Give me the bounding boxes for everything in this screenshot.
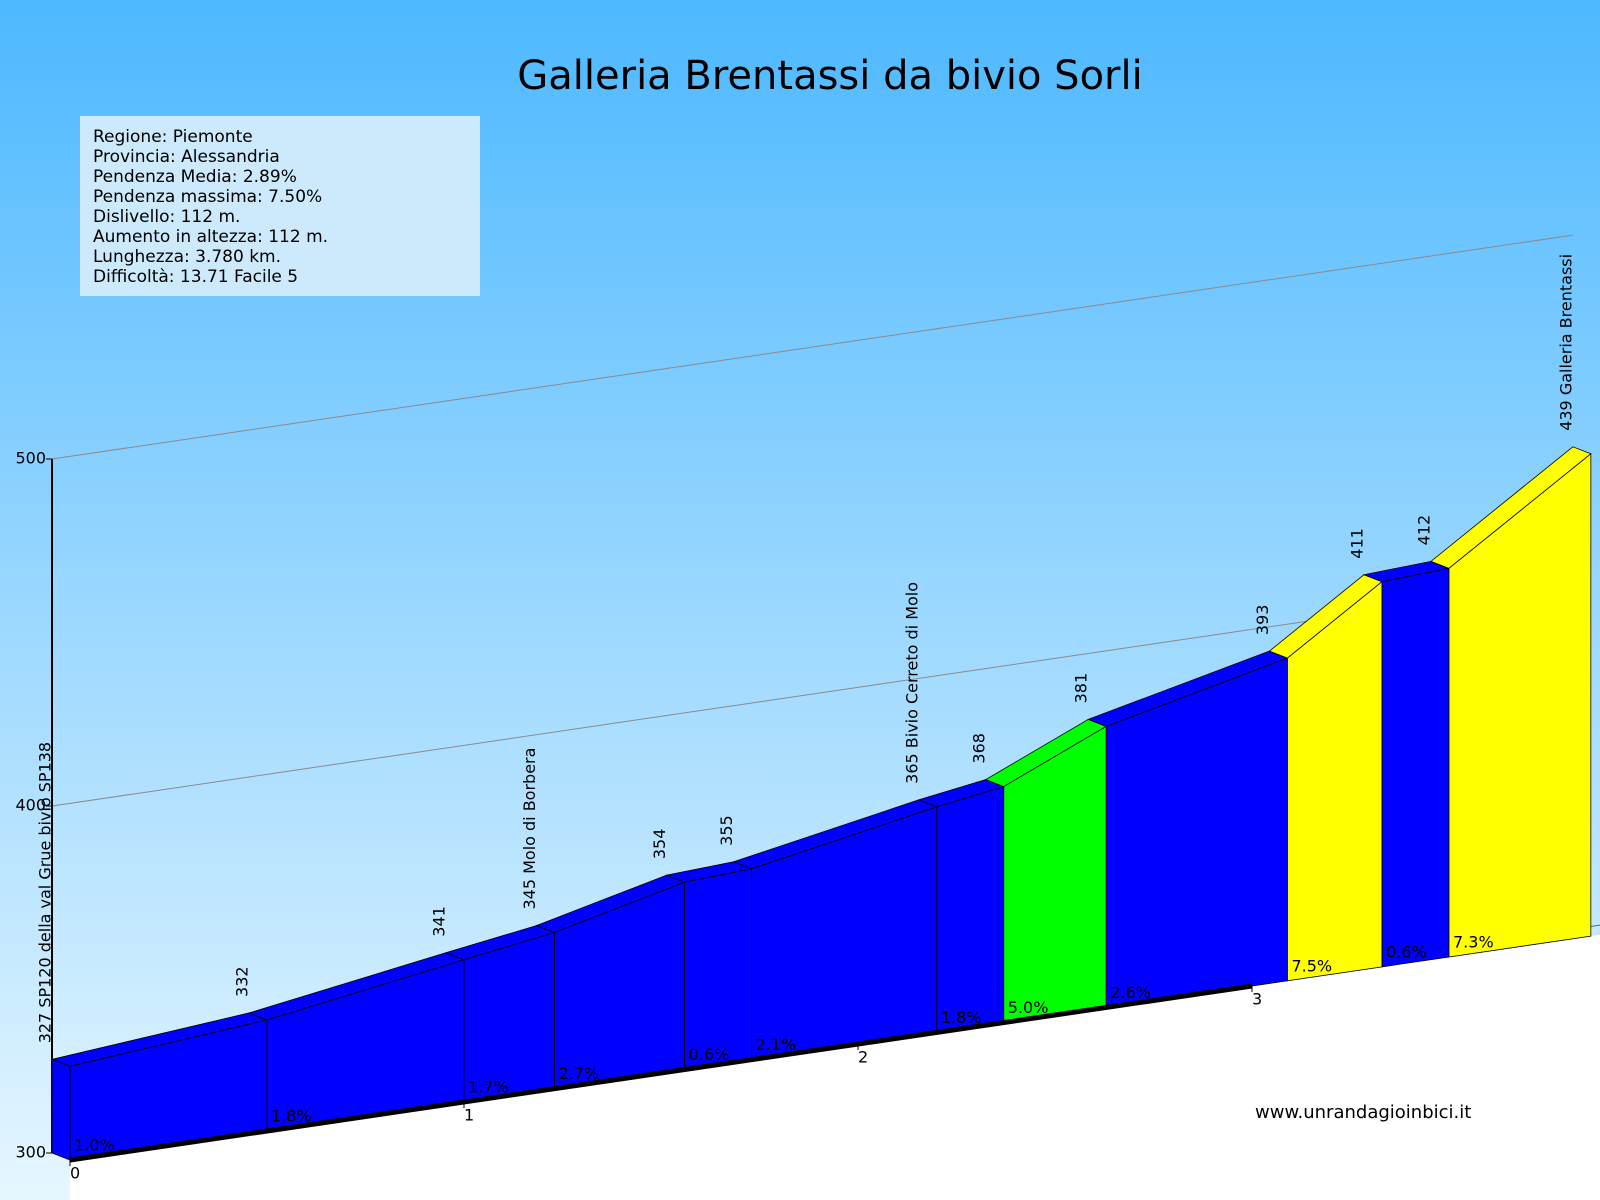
segment-face (684, 868, 753, 1070)
gradient-label: 1.8% (271, 1107, 312, 1126)
y-tick-label: 500 (15, 449, 46, 468)
point-label: 341 (430, 906, 449, 937)
y-tick-label: 300 (15, 1143, 46, 1162)
gradient-label: 2.1% (756, 1035, 797, 1054)
segment-face (1448, 452, 1592, 958)
x-tick-label: 3 (1252, 990, 1262, 1009)
gradient-label: 0.6% (1386, 942, 1427, 961)
gradient-label: 1.7% (468, 1078, 509, 1097)
source: www.unrandagioinbici.it (1255, 1102, 1471, 1123)
point-label: 412 (1415, 515, 1434, 546)
gradient-label: 0.6% (689, 1045, 730, 1064)
gradient-label: 5.0% (1008, 998, 1049, 1017)
point-label: 355 (717, 815, 736, 846)
info-line: Aumento in altezza: 112 m. (93, 227, 328, 247)
info-line: Lunghezza: 3.780 km. (93, 247, 281, 267)
x-tick-label: 2 (858, 1048, 868, 1067)
info-line: Dislivello: 112 m. (93, 207, 240, 227)
km-axis (69, 983, 1253, 1163)
point-label: 411 (1348, 528, 1367, 559)
segment-face (936, 786, 1005, 1033)
x-tick-label: 0 (70, 1164, 80, 1183)
point-label: 354 (650, 829, 669, 860)
point-label: 381 (1072, 673, 1091, 704)
gradient-label: 1.8% (941, 1008, 982, 1027)
info-line: Provincia: Alessandria (93, 147, 280, 167)
point-label: 332 (233, 966, 252, 997)
gradient-label: 7.5% (1291, 956, 1332, 975)
info-line: Pendenza massima: 7.50% (93, 187, 322, 207)
point-label: 365 Bivio Cerreto di Molo (902, 582, 921, 784)
info-box (80, 116, 480, 296)
gradient-label: 2.6% (1110, 983, 1151, 1002)
ground (70, 934, 1600, 1200)
gradient-label: 1.0% (74, 1136, 115, 1155)
segment-side (51, 1058, 71, 1161)
y-tick-label: 400 (15, 796, 46, 815)
point-label: 439 Galleria Brentassi (1556, 254, 1575, 431)
info-line: Difficoltà: 13.71 Facile 5 (93, 267, 298, 287)
grid-line (51, 234, 1573, 460)
point-label: 393 (1253, 605, 1272, 636)
x-tick-label: 1 (464, 1106, 474, 1125)
gradient-label: 2.7% (559, 1064, 600, 1083)
point-label: 327 SP120 della val Grue bivio SP138 (36, 742, 55, 1043)
info-line: Pendenza Media: 2.89% (93, 167, 297, 187)
segment-face (1381, 567, 1450, 968)
point-label: 368 (969, 733, 988, 764)
chart-title: Galleria Brentassi da bivio Sorli (517, 53, 1142, 99)
info-line: Regione: Piemonte (93, 127, 253, 147)
point-label: 345 Molo di Borbera (520, 748, 539, 910)
gradient-label: 7.3% (1453, 933, 1494, 952)
